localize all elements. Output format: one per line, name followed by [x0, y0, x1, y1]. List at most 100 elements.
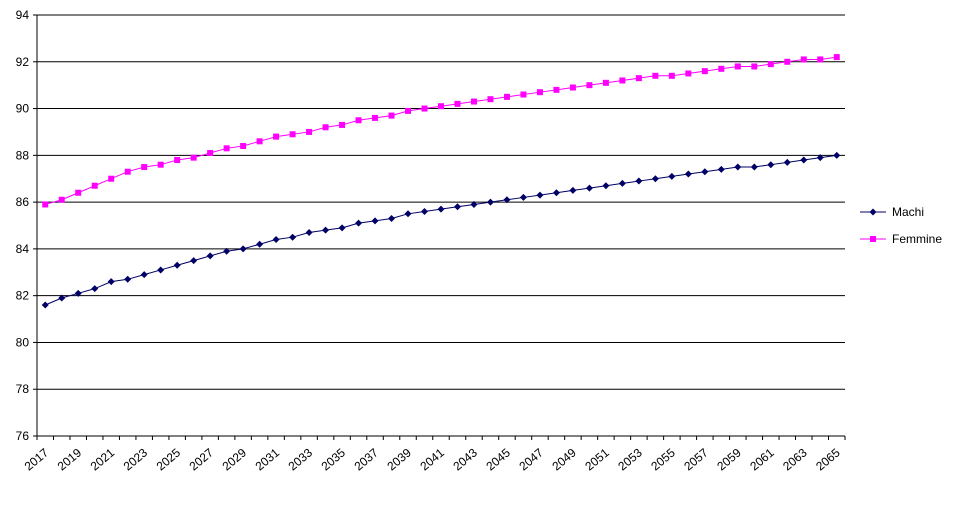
data-point — [289, 233, 297, 241]
data-point — [552, 189, 560, 197]
x-tick-label: 2057 — [681, 445, 711, 473]
x-tick-label: 2023 — [121, 445, 151, 473]
data-point — [718, 65, 725, 72]
data-point — [223, 247, 231, 255]
x-tick-label: 2035 — [319, 445, 349, 473]
data-point — [635, 75, 642, 82]
data-point — [519, 193, 527, 201]
data-point — [388, 112, 395, 119]
data-point — [58, 196, 65, 203]
data-point — [783, 158, 791, 166]
data-point — [404, 210, 412, 218]
series-line — [45, 154, 837, 306]
x-tick-label: 2021 — [88, 445, 118, 473]
data-point — [734, 163, 742, 171]
x-tick-label: 2045 — [483, 445, 513, 473]
x-tick-label: 2059 — [714, 445, 744, 473]
x-tick-labels: 2017 2019 2021 2023 2025 2027 2029 2031 2033 2035… — [22, 445, 843, 473]
data-point — [503, 196, 511, 204]
data-point — [305, 229, 313, 237]
data-point — [536, 89, 543, 96]
data-point — [817, 56, 824, 63]
x-tick-label: 2019 — [55, 445, 85, 473]
y-tick-label: 84 — [16, 242, 30, 256]
data-point — [339, 121, 346, 128]
data-point — [717, 165, 725, 173]
data-point — [273, 133, 280, 140]
legend-label: Machi — [892, 205, 924, 219]
data-point — [75, 189, 82, 196]
data-point — [816, 154, 824, 162]
data-point — [453, 203, 461, 211]
y-tick-label: 82 — [16, 289, 30, 303]
y-tick-label: 86 — [16, 195, 30, 209]
data-point — [833, 54, 840, 61]
data-point — [569, 186, 577, 194]
data-point — [322, 226, 330, 234]
data-point — [520, 91, 527, 98]
data-point — [239, 245, 247, 253]
y-tick-label: 80 — [16, 335, 30, 349]
data-point — [58, 294, 66, 302]
data-point — [618, 179, 626, 187]
legend-item-femmine: Femmine — [860, 232, 942, 246]
x-tick-label: 2065 — [813, 445, 843, 473]
data-point — [486, 198, 494, 206]
data-point — [421, 105, 428, 112]
y-tick-label: 92 — [16, 55, 30, 69]
data-point — [652, 72, 659, 79]
series-machi — [41, 151, 841, 309]
data-point — [454, 100, 461, 107]
data-point — [619, 77, 626, 84]
series-femmine — [42, 54, 840, 208]
data-point — [42, 201, 49, 208]
data-point — [140, 271, 148, 279]
data-point — [190, 154, 197, 161]
data-point — [751, 63, 758, 70]
data-point — [800, 156, 808, 164]
data-point — [124, 168, 131, 175]
data-point — [190, 257, 198, 265]
data-point — [174, 157, 181, 164]
y-tick-label: 90 — [16, 102, 30, 116]
data-point — [470, 98, 477, 105]
data-point — [668, 172, 676, 180]
series-line — [45, 56, 837, 205]
y-tick-label: 78 — [16, 382, 30, 396]
data-point — [668, 72, 675, 79]
y-tick-label: 88 — [16, 148, 30, 162]
data-point — [124, 275, 132, 283]
data-point — [569, 84, 576, 91]
data-point — [487, 96, 494, 103]
x-tick-label: 2027 — [187, 445, 217, 473]
x-tick-label: 2061 — [747, 445, 777, 473]
x-tick-label: 2029 — [220, 445, 250, 473]
legend-label: Femmine — [892, 232, 942, 246]
axes — [33, 14, 846, 440]
data-point — [503, 93, 510, 100]
data-point — [157, 266, 165, 274]
data-point — [372, 114, 379, 121]
data-point — [651, 175, 659, 183]
data-point — [685, 70, 692, 77]
data-point — [767, 61, 774, 68]
data-point — [586, 82, 593, 89]
y-tick-labels: 76 78 80 82 84 86 88 90 92 94 — [16, 8, 30, 443]
data-point — [602, 182, 610, 190]
gridlines — [37, 14, 845, 390]
data-point — [91, 285, 99, 293]
data-point — [141, 164, 148, 171]
legend-item-machi: Machi — [860, 205, 924, 219]
data-point — [800, 56, 807, 63]
data-point — [107, 278, 115, 286]
x-tick-label: 2053 — [615, 445, 645, 473]
data-point — [338, 224, 346, 232]
legend-marker — [869, 208, 877, 216]
data-point — [289, 131, 296, 138]
data-point — [470, 200, 478, 208]
legend: Machi Femmine — [860, 205, 942, 246]
data-point — [157, 161, 164, 168]
x-tick-label: 2031 — [253, 445, 283, 473]
